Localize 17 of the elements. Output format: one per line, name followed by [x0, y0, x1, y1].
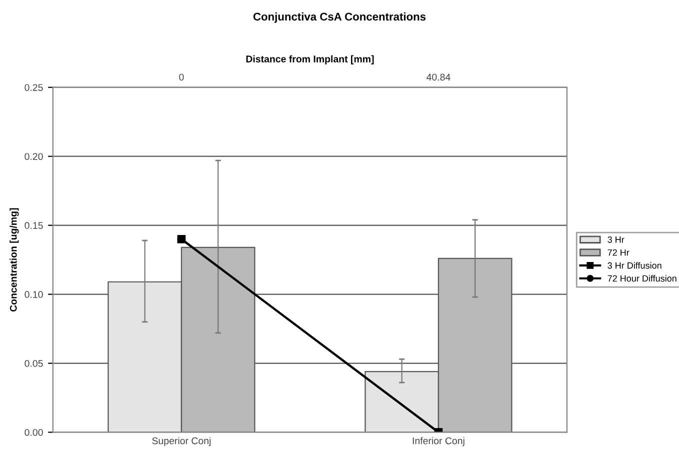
x2-tick-label: 0: [179, 74, 184, 81]
legend-label: 3 Hr Diffusion: [608, 262, 662, 269]
y-tick-label: 0.10: [24, 291, 43, 298]
x-tick-label: Superior Conj: [152, 437, 211, 446]
legend-label: 3 Hr: [608, 236, 624, 243]
y-tick-label: 0.05: [24, 360, 43, 367]
y-tick-label: 0.00: [24, 428, 43, 436]
x-tick-label: Inferior Conj: [412, 437, 464, 446]
y-tick-label: 0.20: [24, 153, 43, 160]
x2-tick-label: 40.84: [426, 74, 450, 81]
legend-label: 72 Hour Diffusion: [608, 274, 676, 282]
x2-axis-title: Distance from Implant [mm]: [246, 55, 374, 64]
legend-label: 72 Hr: [608, 249, 630, 256]
y-tick-label: 0.25: [24, 84, 43, 91]
y-axis-title: Concentration [ug/mg]: [10, 208, 19, 312]
y-tick-label: 0.15: [24, 222, 43, 229]
chart-title: Conjunctiva CsA Concentrations: [253, 12, 426, 23]
